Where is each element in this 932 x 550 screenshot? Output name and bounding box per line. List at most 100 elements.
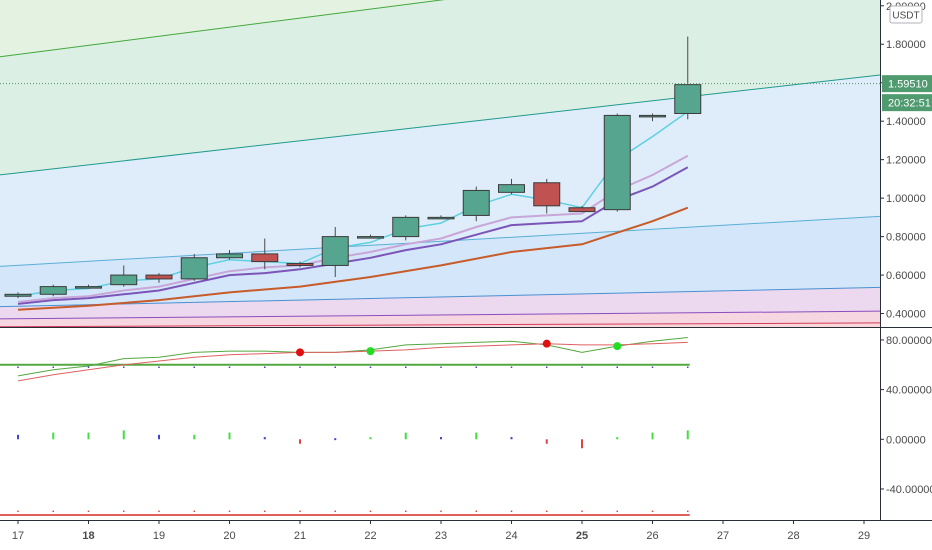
osc-tick-label: 0.00000 [886, 434, 926, 446]
lower-dot [334, 510, 336, 513]
lower-dot [687, 510, 689, 513]
oscillator-fast-line [17, 337, 688, 377]
candles [4, 36, 702, 299]
candle [4, 292, 32, 299]
price-tick-label: 1.00000 [886, 193, 926, 205]
candle-body [216, 253, 243, 259]
candle [533, 178, 561, 214]
oscillator-scale[interactable]: 80.00000 40.00000 0.00000 -40.00000 [880, 335, 932, 496]
upper-dot [52, 366, 54, 369]
candle-body [674, 84, 702, 114]
candle-body [145, 274, 173, 280]
last-price-badge: 1.59510 20:32:51 [882, 75, 932, 112]
candle [75, 284, 102, 289]
upper-dot [510, 366, 513, 369]
candle-body [533, 182, 561, 207]
time-tick-label: 18 [82, 530, 94, 542]
channel-line [0, 0, 445, 58]
candle [674, 36, 702, 120]
lower-dot [651, 510, 654, 513]
price-tick-label: 1.80000 [886, 39, 926, 51]
histogram-bar [616, 437, 619, 440]
price-tick-label: 0.60000 [886, 270, 926, 282]
lower-dot [264, 510, 266, 513]
lower-dot [405, 510, 407, 513]
time-tick-label: 17 [12, 530, 24, 542]
upper-dot [475, 366, 477, 369]
ema-mid-line [17, 154, 689, 303]
upper-dot [193, 366, 195, 369]
time-tick-label: 28 [787, 530, 799, 542]
histogram-bar [122, 430, 125, 440]
candle [427, 215, 455, 220]
upper-dot [123, 366, 125, 369]
price-background [0, 0, 880, 327]
signal-dot [613, 342, 622, 351]
histogram-bar [440, 437, 442, 440]
channel-line [0, 215, 880, 267]
currency-label-text: USDT [892, 11, 919, 22]
candle [251, 238, 279, 270]
lower-dot [193, 510, 195, 513]
candle [498, 178, 525, 195]
oscillator-slow-line [17, 341, 688, 382]
candle-body [286, 263, 314, 266]
lower-dot [475, 510, 477, 513]
countdown-badge-text: 20:32:51 [888, 98, 931, 110]
channel-band [0, 216, 880, 307]
upper-dot [687, 366, 689, 369]
candle-body [110, 274, 138, 286]
histogram-bar [581, 439, 583, 449]
upper-dot [158, 366, 160, 369]
candle [110, 265, 138, 287]
candle [603, 113, 631, 212]
candle-body [39, 286, 67, 295]
time-tick-label: 23 [435, 530, 447, 542]
candle [639, 113, 666, 122]
candle [462, 186, 490, 222]
upper-dot [405, 366, 407, 369]
channel-band [0, 311, 880, 327]
price-scale[interactable]: 2.000001.800001.600001.400001.200001.000… [880, 1, 926, 321]
currency-label-box [889, 5, 923, 24]
channel-line [0, 74, 880, 176]
ema-long-line [17, 206, 689, 311]
histogram-bar [369, 437, 372, 440]
candle-body [639, 114, 666, 118]
candle [145, 273, 173, 283]
signal-dot [542, 339, 551, 348]
osc-tick-label: 40.00000 [886, 385, 932, 397]
time-tick-label: 19 [153, 530, 165, 542]
histogram-bar [263, 437, 266, 440]
osc-tick-label: -40.00000 [886, 484, 932, 496]
countdown-badge-bg [882, 94, 932, 112]
time-scale[interactable]: 17 18 19 20 21 22 23 24 25 26 27 28 29 [12, 520, 870, 542]
upper-dot [369, 366, 372, 369]
lower-dot [440, 510, 442, 513]
time-tick-label: 25 [576, 530, 588, 542]
upper-dot [17, 366, 19, 369]
price-tick-label: 0.80000 [886, 232, 926, 244]
candle [286, 261, 314, 268]
price-tick-label: 1.20000 [886, 155, 926, 167]
time-tick-label: 27 [717, 530, 729, 542]
currency-label: USDT [889, 5, 923, 24]
lower-dot [546, 510, 548, 513]
candle-body [568, 207, 596, 213]
candle-body [427, 216, 455, 220]
lower-dot [299, 510, 301, 513]
time-tick-label: 24 [505, 530, 517, 542]
price-tick-label: 0.40000 [886, 309, 926, 321]
ema-slow-line [17, 166, 689, 305]
histogram-bar [17, 434, 19, 440]
histogram-bar [686, 430, 689, 440]
candle-body [498, 184, 525, 193]
signal-dot [366, 347, 375, 356]
candle [568, 205, 596, 213]
upper-dot [546, 366, 548, 369]
histogram-bar [299, 439, 301, 444]
upper-dot [264, 366, 266, 369]
lower-dot [17, 510, 19, 513]
